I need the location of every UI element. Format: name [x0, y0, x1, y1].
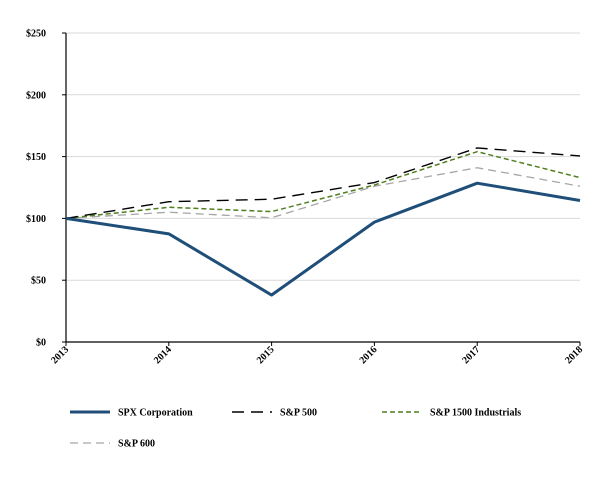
- y-tick-label: $250: [26, 29, 46, 40]
- legend-label: SPX Corporation: [118, 408, 193, 419]
- legend-item-sp-500: S&P 500: [232, 408, 317, 419]
- legend-item-sp-1500-industrials: S&P 1500 Industrials: [382, 408, 521, 419]
- x-tick-label: 2015: [255, 344, 277, 366]
- x-tick-label: 2013: [49, 344, 71, 366]
- y-tick-label: $50: [31, 276, 46, 287]
- x-tick-label: 2017: [460, 344, 482, 366]
- series-line-sp-500: [65, 147, 581, 220]
- y-tick-label: $150: [26, 152, 46, 163]
- gridlines: [66, 32, 580, 281]
- legend-item-spx-corporation: SPX Corporation: [70, 408, 193, 419]
- y-tick-label: $0: [36, 338, 46, 349]
- series-lines: [65, 147, 581, 297]
- legend-label: S&P 500: [280, 408, 317, 419]
- legend-label: S&P 1500 Industrials: [430, 408, 521, 419]
- tick-labels: $0 $50 $100 $150 $200 $250 2013 2014 2015 2016 201…: [26, 29, 585, 367]
- series-line-sp-1500-industrials: [65, 150, 581, 220]
- y-tick-label: $100: [26, 214, 46, 225]
- legend-item-sp-600: S&P 600: [70, 439, 155, 450]
- x-tick-label: 2014: [152, 344, 174, 366]
- axes: [62, 32, 581, 346]
- y-tick-label: $200: [26, 90, 46, 101]
- x-tick-label: 2018: [563, 344, 585, 366]
- legend-label: S&P 600: [118, 439, 155, 450]
- series-line-spx-corporation: [65, 181, 581, 297]
- x-tick-label: 2016: [358, 344, 380, 366]
- series-line-sp-600: [65, 167, 581, 220]
- legend: SPX Corporation S&P 500 S&P 1500 Industria…: [70, 408, 521, 450]
